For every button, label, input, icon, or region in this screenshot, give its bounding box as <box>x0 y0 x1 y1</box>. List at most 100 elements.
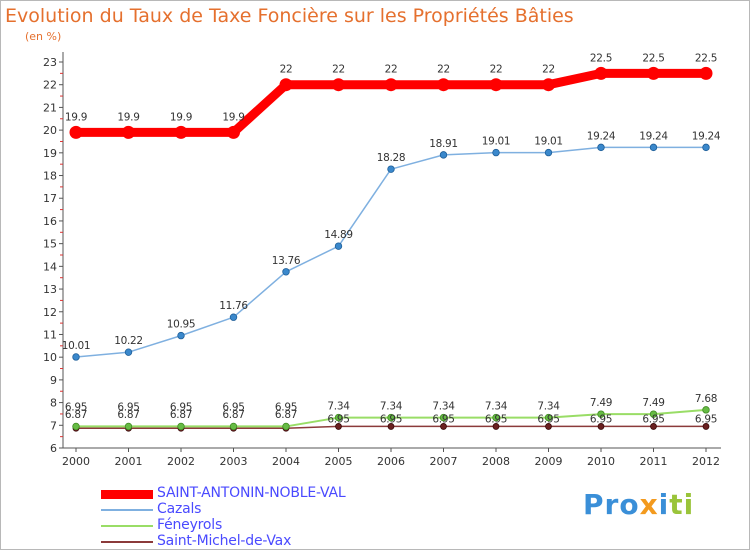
x-tick-label: 2007 <box>430 455 458 468</box>
data-point <box>174 125 188 139</box>
y-tick-label: 9 <box>50 374 57 387</box>
y-tick-label: 19 <box>43 147 57 160</box>
y-tick-label: 10 <box>43 351 57 364</box>
data-label: 7.49 <box>642 397 664 409</box>
data-label: 7.49 <box>590 397 612 409</box>
data-label: 6.87 <box>170 409 192 421</box>
x-tick-label: 2005 <box>325 455 353 468</box>
data-label: 10.22 <box>114 335 143 347</box>
legend-label: Saint-Michel-de-Vax <box>157 533 292 549</box>
legend-swatch <box>101 525 153 527</box>
data-label: 10.01 <box>62 340 91 352</box>
x-tick-label: 2000 <box>62 455 90 468</box>
data-label: 6.95 <box>380 413 402 425</box>
data-point <box>177 422 185 431</box>
data-label: 10.95 <box>167 319 196 331</box>
y-tick-label: 13 <box>43 283 57 296</box>
proxiti-logo: Proxiti <box>583 488 695 521</box>
data-point <box>279 78 293 92</box>
x-tick-label: 2008 <box>482 455 510 468</box>
data-label: 13.76 <box>272 255 301 267</box>
data-label: 14.89 <box>324 229 353 241</box>
data-label: 6.95 <box>327 413 349 425</box>
data-point <box>282 268 290 276</box>
data-point <box>227 125 240 139</box>
data-point <box>597 423 605 430</box>
data-label: 6.95 <box>695 413 717 425</box>
data-point <box>384 78 398 92</box>
y-tick-label: 23 <box>43 56 57 69</box>
data-label: 19.24 <box>639 130 668 142</box>
data-point <box>597 410 605 418</box>
data-point <box>594 66 608 80</box>
y-tick-label: 22 <box>43 79 57 92</box>
data-point <box>124 348 133 356</box>
chart-subtitle: (en %) <box>25 30 62 43</box>
data-label: 6.87 <box>117 409 139 421</box>
data-label: 22 <box>332 64 345 76</box>
data-point <box>439 413 448 422</box>
data-label: 6.95 <box>432 413 454 425</box>
data-label: 6.87 <box>65 409 87 421</box>
legend-swatch <box>101 489 153 499</box>
data-point <box>440 423 447 430</box>
data-point <box>334 242 343 250</box>
data-label: 6.95 <box>642 413 664 425</box>
data-label: 7.68 <box>695 393 717 405</box>
data-point <box>282 422 290 431</box>
data-point <box>544 148 553 157</box>
data-label: 19.9 <box>170 111 192 123</box>
data-label: 19.9 <box>117 111 139 123</box>
y-tick-label: 18 <box>43 170 57 183</box>
data-label: 22 <box>280 64 293 76</box>
data-point <box>647 66 660 80</box>
data-label: 7.34 <box>537 401 560 413</box>
y-tick-label: 17 <box>43 192 57 205</box>
data-label: 7.34 <box>485 401 508 413</box>
data-point <box>387 165 395 173</box>
data-label: 6.95 <box>275 401 297 413</box>
data-point <box>545 423 552 430</box>
data-point <box>437 78 450 92</box>
data-label: 22 <box>490 64 503 76</box>
legend-label: Cazals <box>157 501 202 517</box>
data-point <box>702 143 710 152</box>
y-tick-label: 21 <box>43 101 57 114</box>
data-label: 22 <box>437 64 450 76</box>
data-label: 6.87 <box>275 409 297 421</box>
y-tick-label: 14 <box>43 260 57 273</box>
data-label: 22 <box>542 64 555 76</box>
data-label: 7.34 <box>432 401 455 413</box>
data-point <box>649 143 658 152</box>
data-point <box>650 423 657 430</box>
x-tick-label: 2010 <box>587 455 615 468</box>
legend-swatch <box>101 509 153 511</box>
data-point <box>597 143 605 152</box>
data-point <box>332 78 345 92</box>
data-label: 18.91 <box>429 138 458 150</box>
x-tick-label: 2009 <box>535 455 563 468</box>
x-tick-label: 2012 <box>692 455 720 468</box>
data-point <box>544 413 553 422</box>
data-point <box>334 413 343 422</box>
data-point <box>122 125 135 139</box>
data-point <box>72 353 80 361</box>
data-point <box>439 151 448 159</box>
data-label: 22.5 <box>695 52 717 64</box>
data-label: 19.9 <box>65 111 87 123</box>
x-tick-label: 2003 <box>220 455 248 468</box>
data-point <box>649 410 658 418</box>
data-point <box>542 78 555 92</box>
data-label: 6.87 <box>222 409 244 421</box>
data-point <box>492 148 500 157</box>
data-point <box>72 422 80 431</box>
legend-swatch <box>101 541 153 543</box>
data-point <box>387 413 395 422</box>
data-point <box>702 423 710 430</box>
data-point <box>492 423 500 430</box>
data-point <box>69 125 83 139</box>
data-label: 19.24 <box>692 130 721 142</box>
data-label: 6.95 <box>117 401 139 413</box>
